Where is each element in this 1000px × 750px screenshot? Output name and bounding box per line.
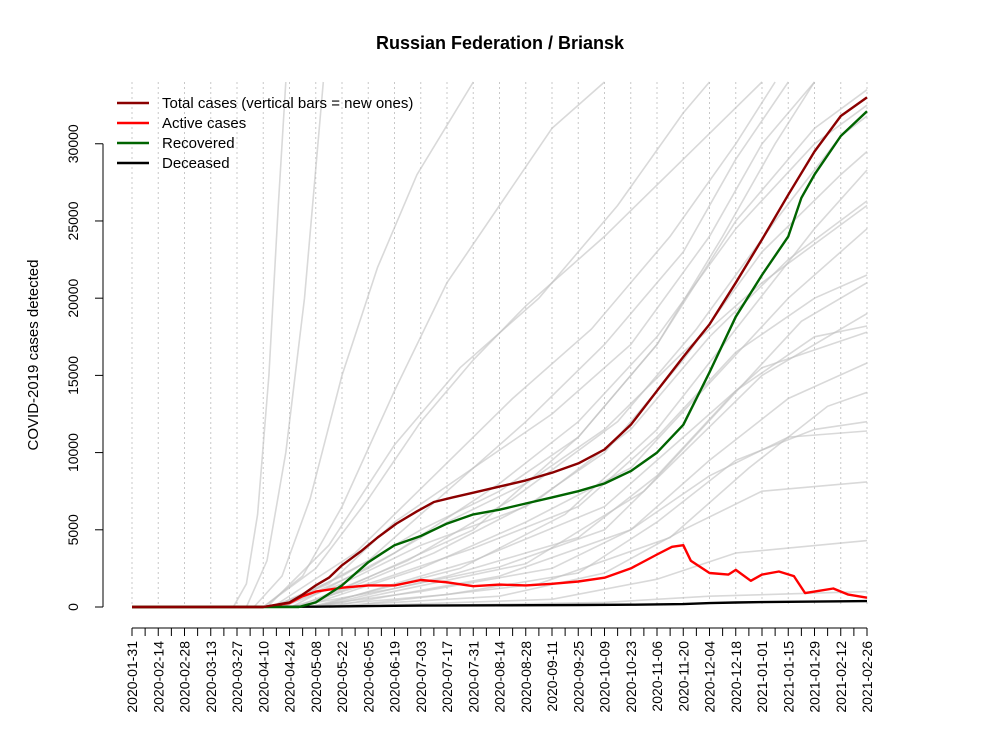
x-tick-label-19: 2020-10-23 (623, 641, 639, 713)
series-line-2 (132, 110, 868, 609)
y-tick-label-2: 10000 (65, 433, 81, 472)
background-series-line-0 (232, 81, 287, 608)
legend-label-2: Recovered (162, 135, 235, 152)
grid-lines (131, 82, 868, 607)
x-tick-label-23: 2020-12-18 (728, 641, 744, 713)
series-line-0 (132, 96, 868, 609)
x-tick-label-20: 2020-11-06 (649, 641, 665, 712)
x-tick-label-13: 2020-07-31 (465, 641, 481, 713)
x-tick-label-12: 2020-07-17 (439, 641, 455, 713)
background-series-group (232, 81, 868, 608)
background-series-line-26 (309, 169, 868, 608)
x-tick-label-10: 2020-06-19 (387, 641, 403, 713)
y-axis: 0 5000 10000 15000 20000 25000 30000 (65, 124, 104, 611)
x-tick-label-9: 2020-06-05 (360, 641, 376, 713)
y-tick-label-1: 5000 (65, 514, 81, 545)
background-series-line-23 (315, 331, 868, 608)
x-tick-label-1: 2020-02-14 (150, 641, 166, 713)
legend-label-3: Deceased (162, 155, 230, 172)
background-series-line-28 (319, 282, 868, 608)
background-series-line-16 (281, 81, 789, 608)
legend-label-0: Total cases (vertical bars = new ones) (162, 95, 413, 112)
background-series-line-24 (328, 430, 868, 608)
y-tick-label-6: 30000 (65, 124, 81, 163)
y-axis-label: COVID-2019 cases detected (25, 260, 42, 451)
x-tick-label-3: 2020-03-13 (203, 641, 219, 713)
x-tick-label-5: 2020-04-10 (255, 641, 271, 713)
y-tick-label-0: 0 (65, 603, 81, 611)
y-tick-label-5: 25000 (65, 201, 81, 240)
x-tick-label-4: 2020-03-27 (229, 641, 245, 713)
series-line-3 (131, 599, 868, 609)
background-series-line-19 (315, 325, 868, 608)
chart-title: Russian Federation / Briansk (376, 33, 625, 53)
y-tick-label-3: 15000 (65, 356, 81, 395)
background-series-line-9 (291, 274, 868, 608)
background-series-line-4 (262, 81, 763, 608)
x-tick-label-28: 2021-02-26 (859, 641, 875, 713)
background-series-line-21 (266, 81, 711, 608)
background-series-line-17 (291, 104, 868, 608)
x-tick-label-24: 2021-01-01 (754, 641, 770, 713)
x-tick-label-25: 2021-01-15 (780, 641, 796, 713)
x-tick-label-8: 2020-05-22 (334, 641, 350, 713)
background-series-line-13 (315, 481, 868, 608)
main-series-group (131, 96, 868, 609)
background-series-line-2 (253, 81, 474, 608)
x-tick-label-7: 2020-05-08 (308, 641, 324, 713)
x-tick-label-0: 2020-01-31 (124, 641, 140, 713)
x-axis: 2020-01-31 2020-02-14 2020-02-28 2020-03-13… (124, 627, 875, 713)
x-tick-label-15: 2020-08-28 (518, 641, 534, 713)
background-series-line-18 (302, 228, 868, 608)
series-line-1 (132, 544, 868, 609)
background-series-line-1 (245, 81, 325, 608)
x-tick-label-21: 2020-11-20 (675, 641, 691, 712)
x-tick-label-2: 2020-02-28 (177, 641, 193, 713)
x-tick-label-26: 2021-01-29 (807, 641, 823, 713)
background-series-line-7 (281, 150, 868, 608)
x-tick-label-11: 2020-07-03 (413, 641, 429, 713)
background-series-line-14 (328, 539, 868, 608)
x-tick-label-27: 2021-02-12 (833, 641, 849, 713)
x-tick-label-17: 2020-09-25 (570, 641, 586, 713)
background-series-line-27 (338, 391, 868, 608)
background-series-line-11 (302, 362, 868, 608)
legend: Total cases (vertical bars = new ones) Ac… (117, 95, 413, 172)
background-series-line-5 (272, 81, 816, 608)
x-tick-label-22: 2020-12-04 (702, 641, 718, 713)
x-tick-label-14: 2020-08-14 (492, 641, 508, 713)
x-tick-label-18: 2020-10-09 (597, 641, 613, 713)
x-tick-label-6: 2020-04-24 (282, 641, 298, 713)
x-tick-label-16: 2020-09-11 (544, 641, 560, 712)
background-series-line-29 (302, 81, 816, 608)
legend-label-1: Active cases (162, 115, 246, 132)
y-tick-label-4: 20000 (65, 279, 81, 318)
background-series-line-22 (302, 200, 868, 608)
background-series-line-20 (272, 81, 776, 608)
